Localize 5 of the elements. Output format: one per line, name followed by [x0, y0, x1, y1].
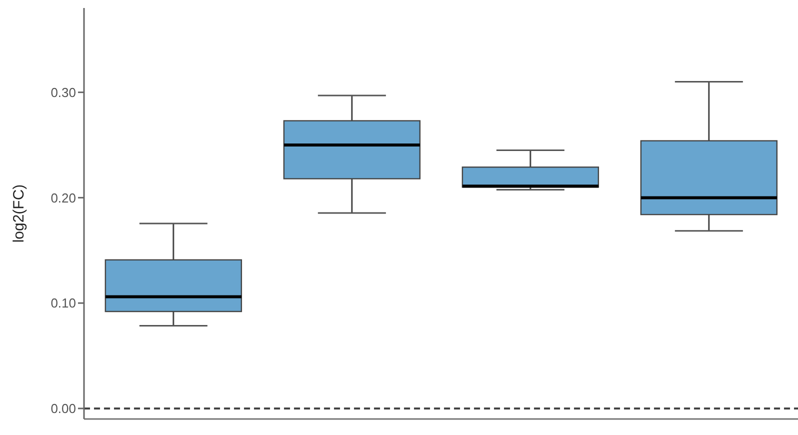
y-axis-title: log2(FC) [10, 184, 28, 243]
y-tick-label: 0.00 [50, 401, 76, 416]
y-tick-label: 0.20 [50, 190, 76, 206]
y-tick-label: 0.30 [50, 84, 76, 100]
y-tick-label: 0.10 [50, 296, 76, 311]
